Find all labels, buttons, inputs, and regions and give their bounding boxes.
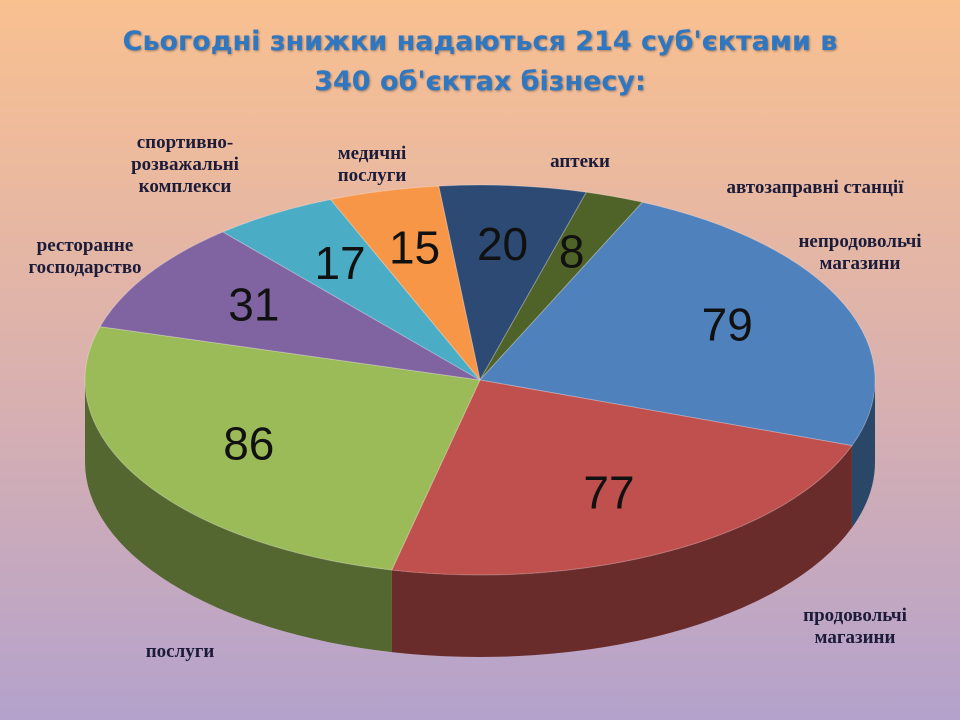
value-label: 86: [223, 418, 274, 470]
value-label: 77: [583, 466, 634, 518]
slice-side: [391, 445, 852, 657]
value-label: 17: [314, 237, 365, 289]
slice: [479, 201, 876, 447]
slice: [390, 379, 853, 576]
slice-side: [851, 380, 875, 528]
slice: [84, 326, 481, 571]
value-label: 20: [477, 218, 528, 270]
category-label: послуги: [145, 641, 215, 662]
value-label: 79: [702, 298, 753, 350]
category-label: медичні послуги: [337, 143, 407, 186]
slice: [438, 184, 588, 382]
category-label: ресторанне господарство: [28, 235, 142, 278]
category-label: аптеки: [550, 151, 610, 172]
chart-title: Сьогодні знижки надаються 214 суб'єктами…: [122, 26, 838, 97]
slice: [99, 231, 481, 381]
slice: [329, 185, 481, 381]
category-label: продовольчі магазини: [803, 605, 907, 648]
slice: [221, 198, 481, 381]
value-label: 31: [228, 279, 279, 331]
category-label: спортивно-розважальні комплекси: [131, 132, 239, 197]
value-label: 8: [559, 226, 585, 278]
category-label: автозаправні станції: [726, 177, 904, 198]
slice-side: [85, 380, 392, 653]
value-label: 15: [389, 222, 440, 274]
slice: [479, 191, 644, 381]
category-label: непродовольчі магазини: [798, 231, 922, 274]
